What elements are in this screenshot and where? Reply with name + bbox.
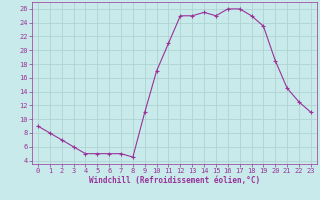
X-axis label: Windchill (Refroidissement éolien,°C): Windchill (Refroidissement éolien,°C) xyxy=(89,176,260,185)
